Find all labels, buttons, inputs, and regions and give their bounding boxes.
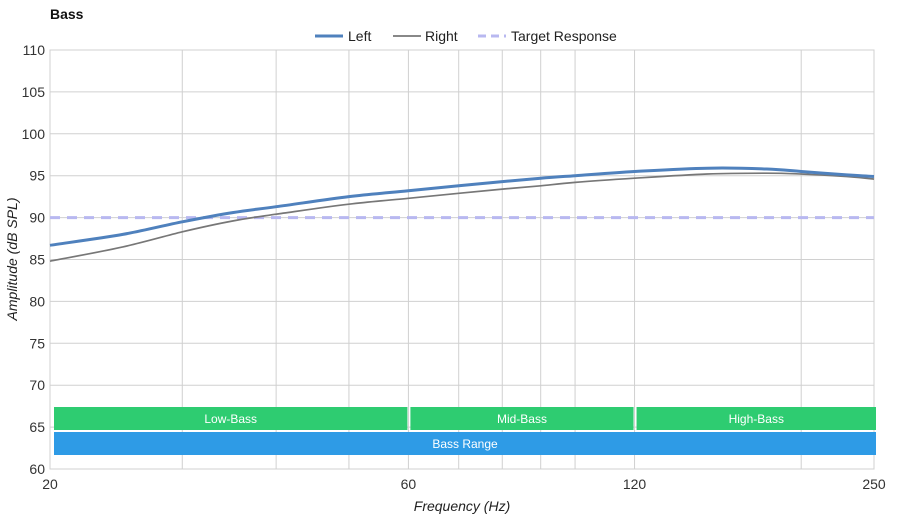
plot-frame: [49, 49, 875, 470]
legend: Left Right Target Response: [315, 28, 617, 44]
y-tick-label: 75: [29, 335, 45, 351]
y-tick-label: 110: [23, 42, 46, 58]
legend-label-left: Left: [348, 28, 371, 44]
legend-label-target-response: Target Response: [511, 28, 617, 44]
y-tick-label: 70: [29, 377, 45, 393]
y-axis-ticks: 60 65 70 75 80 85 90 95 100 105 110: [22, 42, 46, 477]
band-label-bass-range: Bass Range: [432, 437, 498, 451]
series-lines: [49, 166, 875, 263]
x-tick-label: 20: [42, 476, 58, 492]
legend-label-right: Right: [425, 28, 458, 44]
x-axis-label: Frequency (Hz): [414, 498, 510, 514]
y-tick-label: 105: [22, 84, 46, 100]
frequency-bands: Low-Bass Mid-Bass High-Bass Bass Range: [54, 407, 876, 455]
y-tick-label: 60: [29, 461, 45, 477]
band-label-high-bass: High-Bass: [729, 412, 784, 426]
y-tick-label: 80: [29, 293, 45, 309]
series-line-right: [49, 172, 875, 263]
band-label-low-bass: Low-Bass: [204, 412, 257, 426]
y-axis-label: Amplitude (dB SPL): [4, 198, 20, 322]
y-tick-label: 85: [29, 252, 45, 268]
y-tick-label: 100: [22, 126, 46, 142]
band-bass-range: [54, 432, 876, 455]
band-low-bass: [54, 407, 408, 430]
x-tick-label: 120: [623, 476, 647, 492]
band-high-bass: [636, 407, 876, 430]
x-axis-ticks: 20 60 120 250: [42, 476, 886, 492]
y-tick-label: 65: [29, 419, 45, 435]
chart-title: Bass: [50, 6, 84, 22]
y-tick-label: 90: [29, 210, 45, 226]
band-label-mid-bass: Mid-Bass: [497, 412, 547, 426]
grid: [49, 49, 875, 470]
series-line-left: [49, 166, 875, 247]
band-mid-bass: [410, 407, 634, 430]
x-tick-label: 60: [401, 476, 417, 492]
y-tick-label: 95: [29, 168, 45, 184]
x-tick-label: 250: [862, 476, 886, 492]
